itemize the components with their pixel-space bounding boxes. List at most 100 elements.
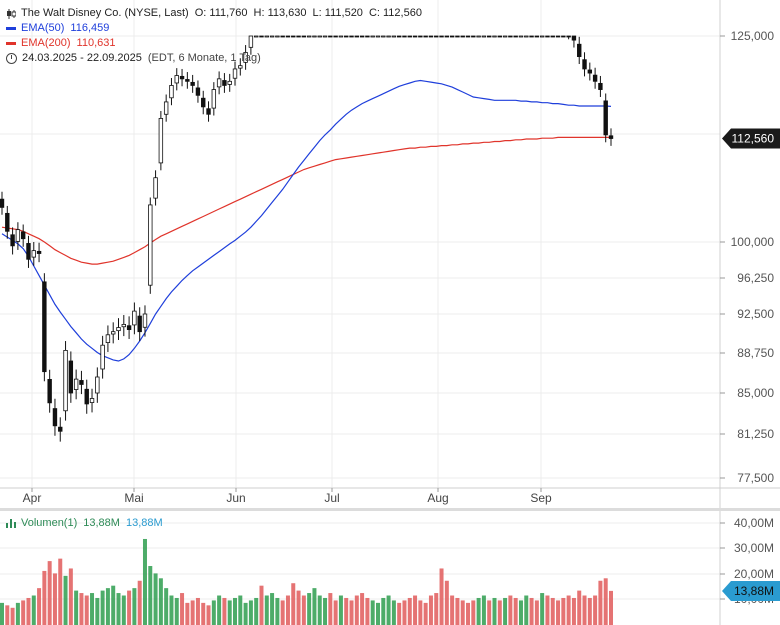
candle-body: [26, 243, 31, 260]
volume-bar: [450, 595, 455, 625]
volume-bar: [121, 595, 126, 625]
candle-body: [524, 35, 529, 38]
volume-bar: [137, 580, 142, 625]
volume-bar: [270, 593, 275, 625]
candle-body: [253, 35, 259, 38]
volume-bar: [360, 593, 365, 625]
candle-body: [148, 204, 153, 286]
last-volume-label: 13,88M: [734, 584, 774, 598]
ema50-swatch: [6, 27, 16, 30]
candle-body: [163, 101, 169, 115]
candle-body: [328, 35, 333, 38]
candle-body: [84, 388, 89, 405]
volume-bar: [370, 600, 375, 625]
x-tick-label: Jul: [324, 491, 339, 505]
volume-bar: [439, 568, 444, 625]
volume-bar: [497, 600, 502, 625]
last-volume-badge: [722, 581, 780, 601]
candle-body: [158, 118, 164, 164]
candle-body: [5, 212, 10, 232]
candle-body: [100, 344, 105, 370]
candle-body: [42, 281, 47, 373]
grid-lines: [0, 0, 720, 600]
volume-bar: [280, 600, 285, 625]
volume-bar: [518, 600, 523, 625]
volume-bar: [609, 590, 613, 625]
volume-bar: [10, 607, 15, 625]
candle-body: [497, 35, 502, 38]
volume-bar: [593, 595, 598, 625]
candle-body: [248, 35, 254, 48]
candle-body: [79, 380, 84, 385]
candle-body: [539, 35, 545, 38]
volume-bar: [344, 597, 349, 625]
x-tick-label: Mai: [124, 491, 143, 505]
price-tick-label: 96,250: [737, 271, 774, 285]
volume-bar: [90, 593, 95, 625]
date-range: 24.03.2025 - 22.09.2025: [22, 52, 142, 64]
open-label: O:: [194, 7, 207, 19]
volume-bar: [460, 600, 465, 625]
candle-body: [206, 108, 211, 115]
x-tick-label: Aug: [427, 491, 448, 505]
volume-bar: [407, 597, 412, 625]
candle-body: [126, 325, 132, 331]
volume-bar: [95, 597, 100, 625]
price-tick-label: 81,250: [737, 427, 774, 441]
candle-body: [312, 35, 317, 38]
volume-bar: [206, 605, 211, 625]
candle-body: [534, 35, 540, 38]
volume-bar: [317, 595, 322, 625]
volume-bar: [603, 578, 608, 625]
candle-body: [68, 360, 74, 394]
candle-body: [222, 80, 227, 86]
candle-body: [455, 35, 460, 38]
volume-bar: [116, 593, 121, 625]
volume-bar: [487, 600, 492, 625]
volume-bar: [84, 595, 89, 625]
volume-bar: [428, 595, 433, 625]
candle-body: [195, 87, 201, 96]
price-tick-label: 88,750: [737, 346, 774, 360]
volume-legend: Volumen(1) 13,88M 13,88M: [6, 516, 163, 531]
candle-body: [555, 35, 561, 38]
volume-bar: [582, 595, 587, 625]
candle-body: [296, 35, 301, 38]
candle-body: [301, 35, 307, 38]
open-value: 111,760: [209, 7, 248, 19]
volume-bar: [402, 600, 407, 625]
ema200-swatch: [6, 42, 16, 45]
volume-bar: [566, 595, 571, 625]
volume-bar: [52, 573, 57, 625]
candle-body: [306, 35, 312, 38]
candle-body: [439, 35, 444, 38]
candle-body: [259, 35, 264, 38]
candle-body: [518, 35, 524, 38]
candle-body: [105, 334, 111, 343]
candle-body: [185, 79, 190, 82]
candle-body: [338, 35, 344, 38]
candle-body: [238, 65, 243, 69]
candle-body: [354, 35, 360, 38]
volume-bar: [312, 588, 317, 625]
candle-body: [449, 35, 455, 38]
ema200-line: [1, 136, 611, 265]
candle-body: [434, 35, 439, 38]
candle-body: [137, 315, 142, 333]
low-value: 111,520: [324, 7, 363, 19]
volume-bar: [561, 597, 566, 625]
ema50-legend[interactable]: EMA(50) 116,459: [6, 21, 422, 36]
volume-bar: [195, 597, 200, 625]
last-price-label: 112,560: [732, 132, 775, 146]
price-tick-label: 92,500: [737, 307, 774, 321]
candle-body: [428, 35, 434, 38]
volume-bar: [285, 595, 290, 625]
volume-bar: [222, 597, 227, 625]
last-price-badge: [722, 128, 780, 149]
volume-bar: [5, 605, 10, 625]
ema200-legend[interactable]: EMA(200) 110,631: [6, 36, 422, 51]
volume-bar: [471, 600, 476, 625]
volume-bar: [254, 597, 259, 625]
candle-body: [460, 35, 465, 38]
